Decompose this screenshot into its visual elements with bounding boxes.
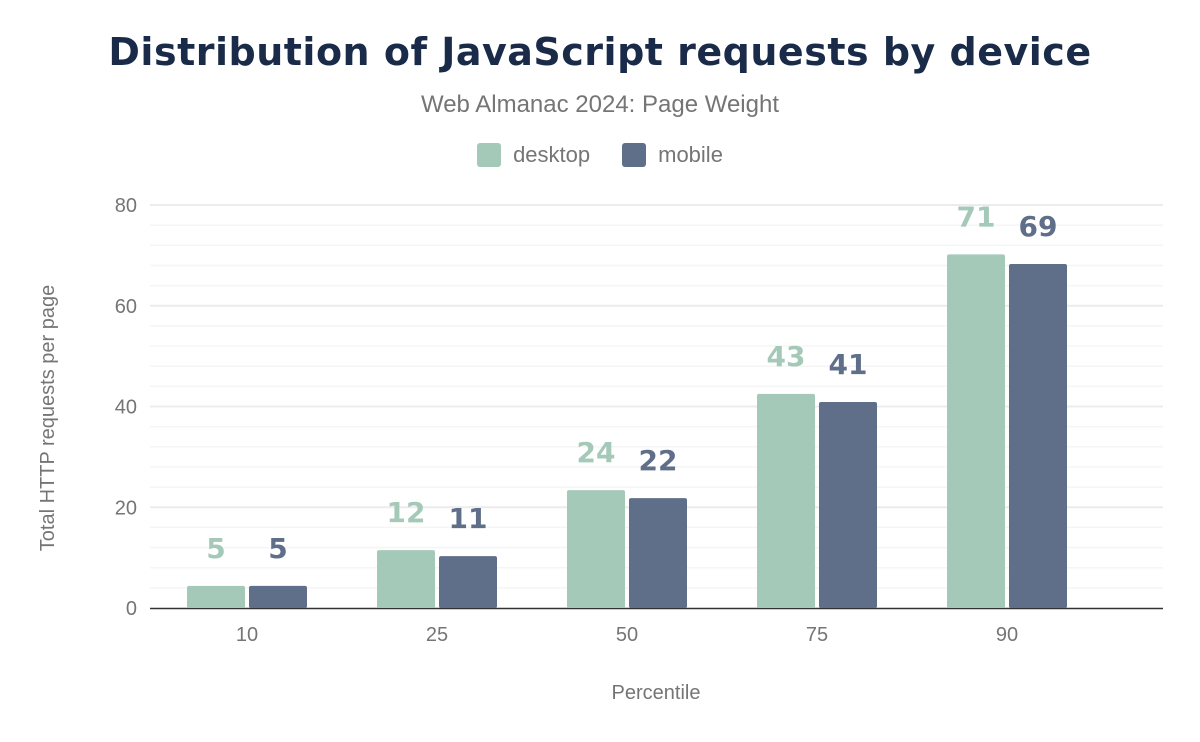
x-tick-label: 90 <box>996 624 1018 646</box>
legend-item-desktop[interactable]: desktop <box>477 142 590 168</box>
x-axis-title: Percentile <box>612 682 701 704</box>
bar-desktop <box>377 550 435 608</box>
chart-title: Distribution of JavaScript requests by d… <box>108 30 1092 74</box>
y-tick-label: 20 <box>115 497 137 519</box>
bar-mobile <box>439 556 497 608</box>
data-label-desktop: 71 <box>957 200 996 233</box>
bar-desktop <box>947 254 1005 608</box>
x-tick-label: 50 <box>616 624 638 646</box>
x-tick-label: 75 <box>806 624 828 646</box>
data-label-mobile: 11 <box>449 502 488 535</box>
legend-label-desktop: desktop <box>513 142 591 167</box>
y-tick-label: 40 <box>115 397 137 419</box>
y-tick-label: 60 <box>115 296 137 318</box>
bar-desktop <box>567 490 625 608</box>
data-label-desktop: 24 <box>577 436 616 469</box>
data-label-mobile: 69 <box>1019 210 1058 243</box>
bar-mobile <box>819 401 877 608</box>
legend-swatch-mobile <box>622 143 647 167</box>
data-label-desktop: 5 <box>206 532 225 565</box>
bar-desktop <box>757 393 815 608</box>
data-label-mobile: 22 <box>639 444 678 477</box>
data-label-mobile: 41 <box>829 348 868 381</box>
data-label-desktop: 12 <box>387 496 426 529</box>
legend-label-mobile: mobile <box>658 142 723 167</box>
bar-mobile <box>629 498 687 608</box>
chart-subtitle: Web Almanac 2024: Page Weight <box>420 91 779 118</box>
bar-mobile <box>1009 263 1067 608</box>
legend-swatch-desktop <box>477 143 502 167</box>
legend: desktop mobile <box>0 142 1200 168</box>
data-label-desktop: 43 <box>767 340 806 373</box>
x-tick-label: 10 <box>236 624 258 646</box>
legend-item-mobile[interactable]: mobile <box>622 142 723 168</box>
y-axis-title: Total HTTP requests per page <box>37 285 59 551</box>
y-tick-label: 80 <box>115 195 137 217</box>
bar-mobile <box>249 585 307 608</box>
y-tick-label: 0 <box>126 598 137 620</box>
bar-desktop <box>187 585 245 608</box>
data-label-mobile: 5 <box>268 532 287 565</box>
x-tick-label: 25 <box>426 624 448 646</box>
